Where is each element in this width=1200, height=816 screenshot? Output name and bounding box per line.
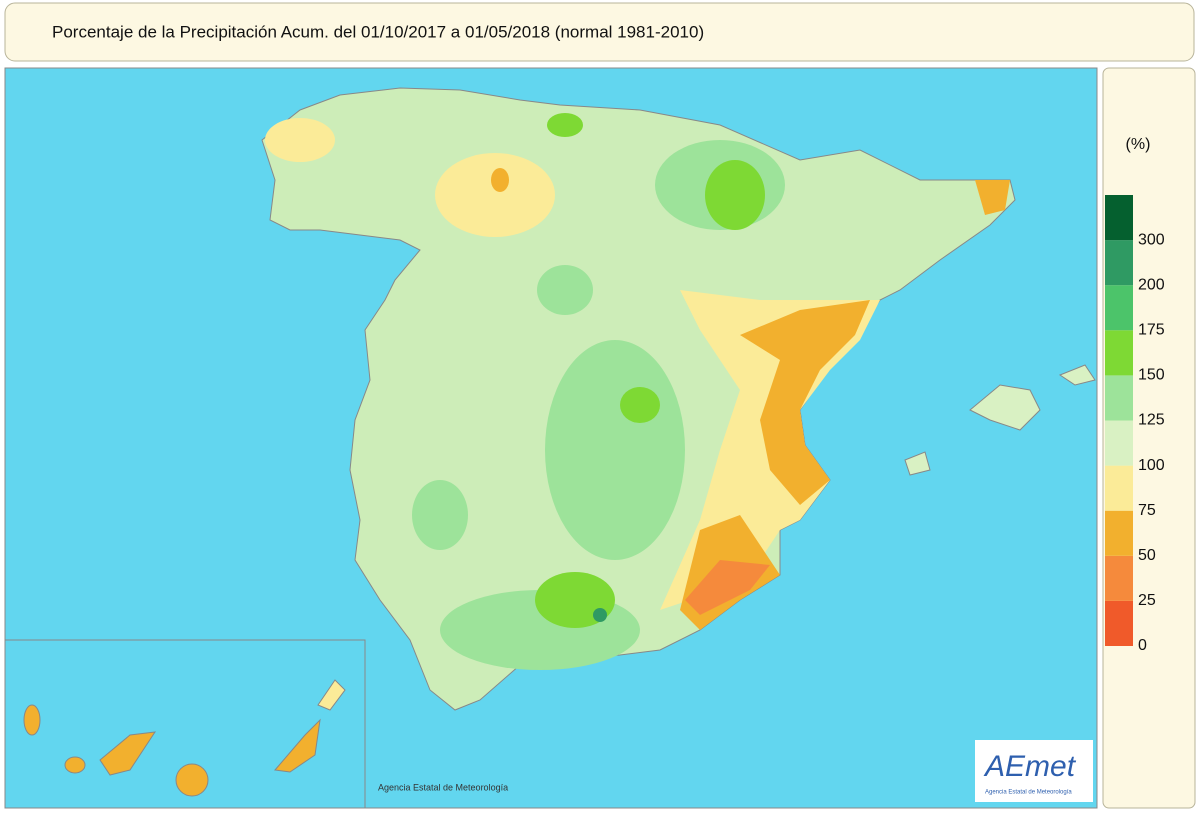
region [620, 387, 660, 423]
legend-swatch [1105, 375, 1133, 421]
legend-label: 175 [1138, 322, 1165, 339]
legend-label: 125 [1138, 412, 1165, 429]
island [64, 756, 86, 774]
region [537, 265, 593, 315]
canaries [23, 679, 346, 797]
island [274, 718, 321, 773]
region [685, 560, 770, 615]
legend-label: 0 [1138, 637, 1147, 654]
region [547, 113, 583, 137]
legend-unit: (%) [1126, 136, 1151, 153]
region [705, 160, 765, 230]
island [23, 704, 41, 736]
legend-swatch [1105, 600, 1133, 646]
balearic [969, 384, 1041, 431]
logo-subtitle: Agencia Estatal de Meteorología [985, 790, 1072, 796]
region [545, 340, 685, 560]
legend-swatch [1105, 195, 1133, 241]
legend-swatch [1105, 240, 1133, 286]
island [317, 679, 346, 711]
logo-box [975, 740, 1093, 802]
credit: Agencia Estatal de Meteorología [378, 782, 508, 792]
balearic [1058, 364, 1096, 386]
legend-swatch [1105, 420, 1133, 466]
legend-label: 100 [1138, 457, 1165, 474]
title-box [4, 2, 1195, 62]
legend-label: 25 [1138, 592, 1156, 609]
balearic [904, 451, 931, 476]
legend-swatch [1105, 510, 1133, 556]
region [593, 608, 607, 622]
inset-frame [4, 639, 366, 809]
legend-label: 50 [1138, 547, 1156, 564]
logo: AEmet [983, 750, 1077, 783]
legend-label: 300 [1138, 231, 1165, 248]
region [265, 118, 335, 162]
region [435, 153, 555, 237]
island [99, 731, 157, 776]
legend-label: 150 [1138, 367, 1165, 384]
island [175, 763, 209, 797]
region [975, 180, 1010, 215]
legend-swatch [1105, 465, 1133, 511]
title: Porcentaje de la Precipitación Acum. del… [52, 22, 704, 41]
region [740, 300, 870, 505]
legend-swatch [1105, 285, 1133, 331]
legend-label: 200 [1138, 276, 1165, 293]
legend-swatch [1105, 555, 1133, 601]
region [491, 168, 509, 192]
iberia [261, 87, 1096, 711]
legend-swatch [1105, 330, 1133, 376]
legend-label: 75 [1138, 502, 1156, 519]
region [412, 480, 468, 550]
